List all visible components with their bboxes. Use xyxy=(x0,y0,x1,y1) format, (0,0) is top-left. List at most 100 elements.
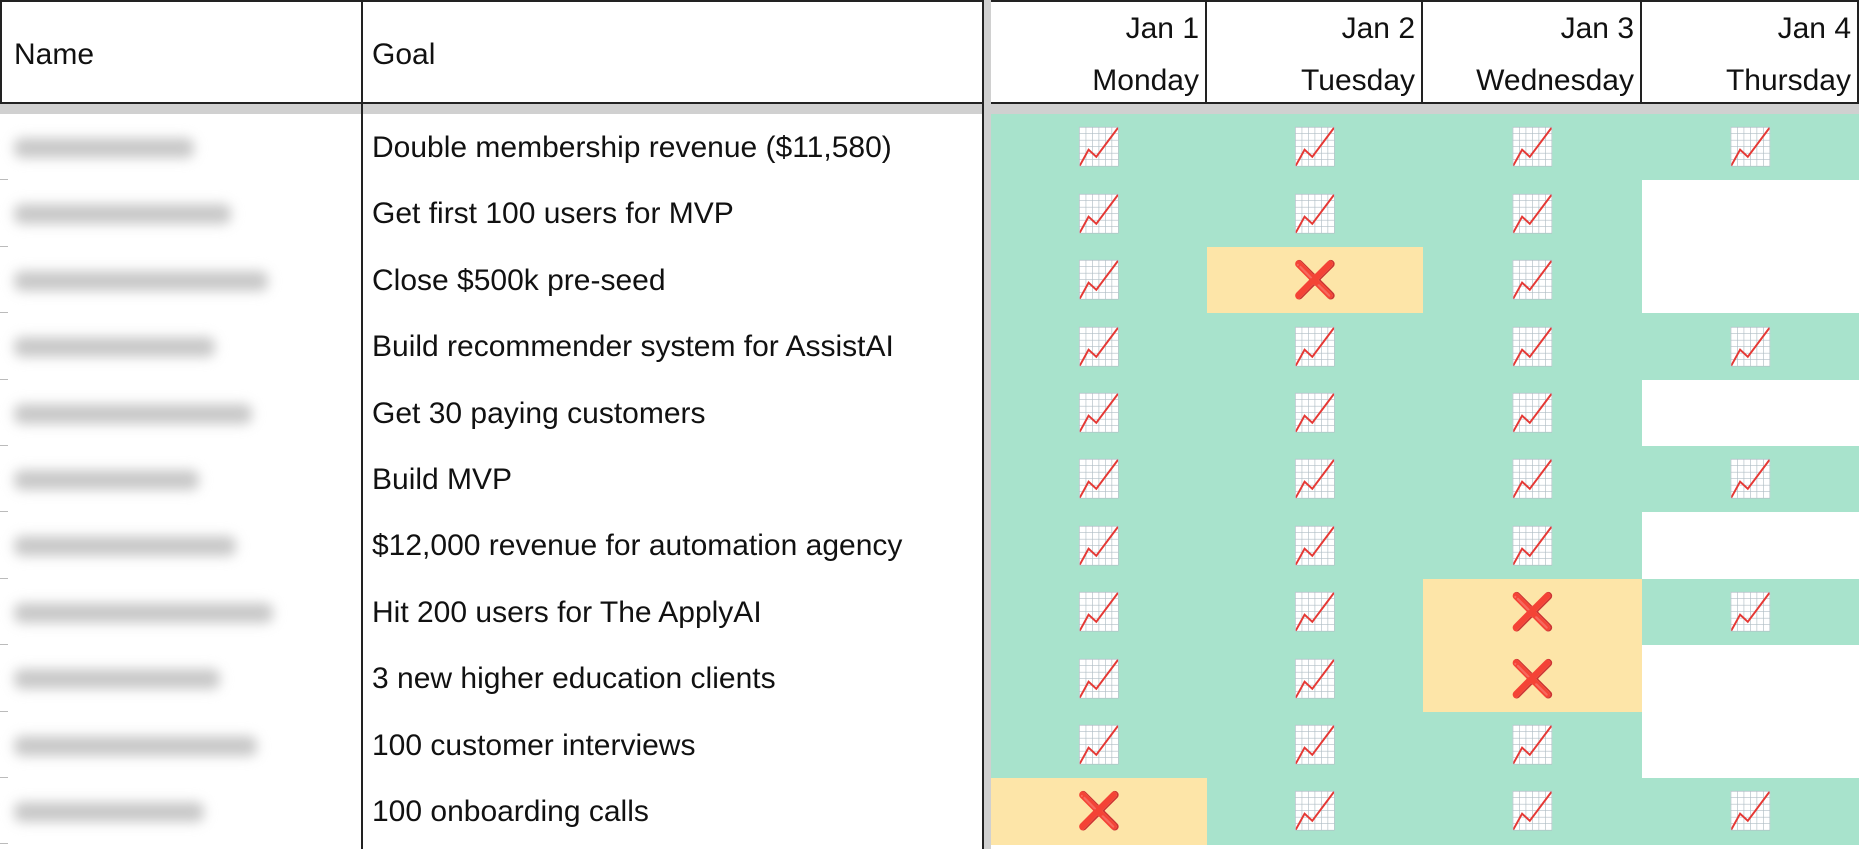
status-cell: 📈 xyxy=(1207,313,1423,381)
status-icon: 📈 xyxy=(1292,790,1338,832)
goal-cell: Close $500k pre-seed xyxy=(372,263,666,297)
status-cell xyxy=(1642,379,1859,447)
goal-cell: Hit 200 users for The ApplyAI xyxy=(372,595,762,629)
status-icon: 📈 xyxy=(1510,259,1555,301)
status-cell: 📈 xyxy=(991,246,1207,314)
day-weekday: Monday xyxy=(1092,64,1199,97)
blurred-name xyxy=(14,802,204,822)
status-cell: 📈 xyxy=(991,512,1207,580)
goal-cell: Double membership revenue ($11,580) xyxy=(372,131,892,164)
status-icon: 📈 xyxy=(1510,790,1555,832)
row-edge xyxy=(0,577,8,579)
status-cell: 📈 xyxy=(1207,711,1423,779)
blurred-name xyxy=(14,470,199,490)
status-cell xyxy=(1642,645,1859,713)
status-icon: 📈 xyxy=(1728,325,1773,367)
status-icon: 📈 xyxy=(1292,126,1338,168)
blurred-name xyxy=(14,204,231,225)
status-cell: ❌ xyxy=(1207,246,1423,314)
status-cell: 📈 xyxy=(1642,114,1859,181)
goal-cell: 100 onboarding calls xyxy=(372,795,649,828)
left-border xyxy=(0,0,2,104)
column-header: Name xyxy=(14,38,95,71)
row-edge xyxy=(0,179,8,181)
blurred-name xyxy=(14,403,252,424)
status-icon: 📈 xyxy=(1510,392,1555,434)
status-icon: 📈 xyxy=(1728,790,1773,832)
status-cell: 📈 xyxy=(1423,246,1642,314)
status-cell xyxy=(1642,246,1859,314)
day-weekday: Thursday xyxy=(1725,64,1851,97)
status-cell: 📈 xyxy=(1207,114,1423,181)
row-edge xyxy=(0,511,8,513)
blurred-name xyxy=(14,270,268,291)
goal-cell: Build MVP xyxy=(372,463,513,496)
row-edge xyxy=(0,644,8,646)
status-icon: ❌ xyxy=(1292,259,1338,301)
row-edge xyxy=(0,843,8,845)
day-header-cell xyxy=(1207,0,1423,104)
status-icon: 📈 xyxy=(1292,458,1338,500)
header-row xyxy=(0,0,1859,104)
status-cell: 📈 xyxy=(1207,645,1423,713)
status-cell: 📈 xyxy=(1207,180,1423,248)
goal-cell: 100 customer interviews xyxy=(372,728,696,762)
status-cell: 📈 xyxy=(1423,379,1642,447)
row-edge xyxy=(0,378,8,380)
status-cell: 📈 xyxy=(1642,313,1859,381)
status-cell: ❌ xyxy=(991,778,1207,845)
day-date: Jan 2 xyxy=(1341,12,1415,45)
status-icon: ❌ xyxy=(1076,790,1122,832)
status-icon: 📈 xyxy=(1510,325,1555,367)
status-cell: 📈 xyxy=(1423,180,1642,248)
day-date: Jan 3 xyxy=(1560,12,1634,45)
status-icon: 📈 xyxy=(1292,657,1338,699)
status-cell: 📈 xyxy=(991,313,1207,381)
goal-cell: Build recommender system for AssistAI xyxy=(372,330,894,364)
goal-cell: Get first 100 users for MVP xyxy=(372,197,734,231)
goal-cell: $12,000 revenue for automation agency xyxy=(372,529,903,563)
day-header-cell xyxy=(991,0,1207,104)
status-cell: 📈 xyxy=(991,114,1207,181)
status-icon: 📈 xyxy=(1728,591,1773,633)
status-icon: 📈 xyxy=(1510,724,1555,766)
status-cell: 📈 xyxy=(1423,512,1642,580)
status-icon: 📈 xyxy=(1076,524,1122,566)
status-icon: 📈 xyxy=(1728,126,1773,168)
blurred-name xyxy=(14,735,257,756)
status-cell: 📈 xyxy=(991,180,1207,248)
row-edge xyxy=(0,245,8,247)
status-cell: 📈 xyxy=(1642,778,1859,845)
status-icon: 📈 xyxy=(1076,724,1122,766)
status-icon: 📈 xyxy=(1510,524,1555,566)
status-icon: 📈 xyxy=(1076,392,1122,434)
status-icon: 📈 xyxy=(1076,591,1122,633)
status-icon: 📈 xyxy=(1292,724,1338,766)
row-edge xyxy=(0,710,8,712)
status-cell xyxy=(1642,180,1859,248)
status-icon: 📈 xyxy=(1292,192,1338,234)
status-icon: 📈 xyxy=(1076,126,1122,168)
status-icon: 📈 xyxy=(1076,325,1122,367)
status-icon: 📈 xyxy=(1292,325,1338,367)
status-cell: ❌ xyxy=(1423,578,1642,646)
status-icon: ❌ xyxy=(1510,591,1555,633)
status-cell: 📈 xyxy=(991,645,1207,713)
row-edge xyxy=(0,312,8,314)
day-header-cell xyxy=(1423,0,1642,104)
status-icon: 📈 xyxy=(1292,591,1338,633)
row-edge xyxy=(0,445,8,446)
blurred-name xyxy=(14,602,273,623)
status-icon: 📈 xyxy=(1076,192,1122,234)
status-icon: 📈 xyxy=(1292,524,1338,566)
status-cell: ❌ xyxy=(1423,645,1642,713)
goal-cell: Get 30 paying customers xyxy=(372,396,706,430)
status-icon: 📈 xyxy=(1510,126,1555,168)
column-header: Goal xyxy=(372,38,436,71)
row-edge xyxy=(0,777,8,778)
blurred-name xyxy=(14,337,215,358)
status-icon: 📈 xyxy=(1076,657,1122,699)
status-cell xyxy=(1642,711,1859,779)
day-date: Jan 4 xyxy=(1777,12,1851,45)
